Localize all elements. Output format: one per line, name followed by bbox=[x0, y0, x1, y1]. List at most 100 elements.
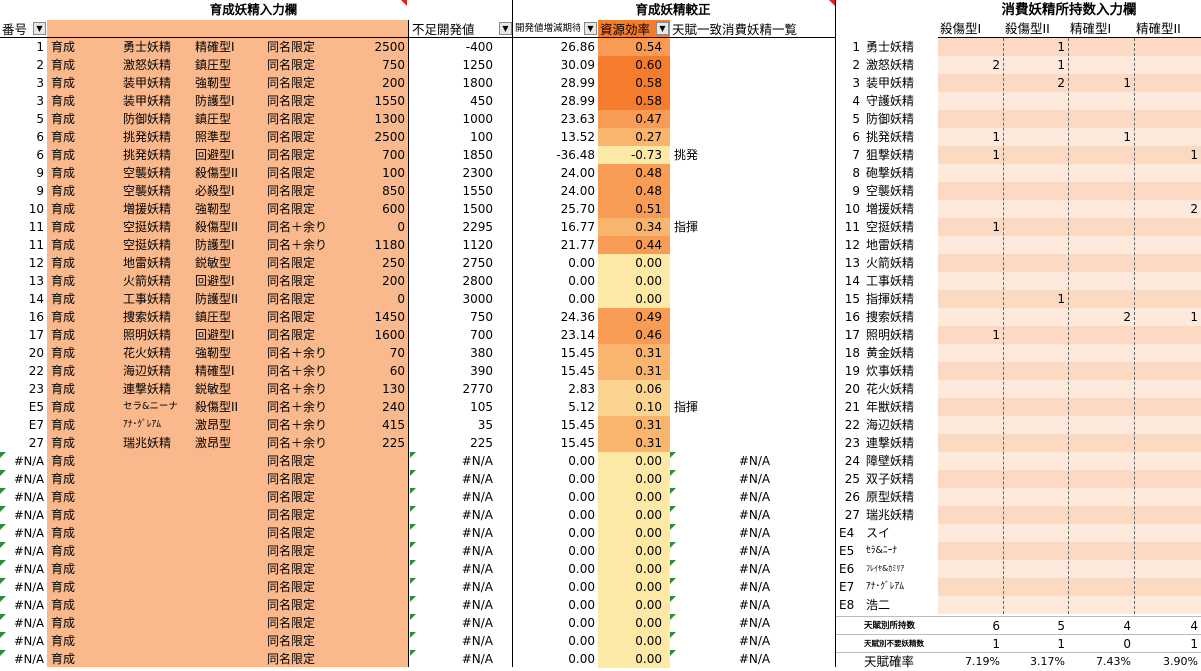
consume-count-cell[interactable] bbox=[1068, 506, 1134, 524]
name-cell[interactable]: 装甲妖精 bbox=[123, 76, 172, 90]
consume-count-cell[interactable] bbox=[1134, 596, 1201, 614]
consume-count-cell[interactable] bbox=[1134, 560, 1201, 578]
consume-count-cell[interactable] bbox=[1003, 452, 1068, 470]
target-cell[interactable]: 育成 bbox=[51, 616, 76, 630]
consume-count-cell[interactable] bbox=[938, 38, 1003, 56]
consume-cell[interactable]: 同名限定 bbox=[267, 58, 316, 72]
talent-cell[interactable]: 回避型I bbox=[195, 148, 235, 162]
consume-count-cell[interactable] bbox=[1068, 146, 1134, 164]
consume-count-cell[interactable] bbox=[1134, 398, 1201, 416]
dev-cell[interactable]: 100 bbox=[382, 166, 405, 180]
name-cell[interactable]: 火箭妖精 bbox=[123, 274, 172, 288]
consume-count-cell[interactable] bbox=[1134, 164, 1201, 182]
talent-cell[interactable]: 強靭型 bbox=[195, 76, 232, 90]
consume-count-cell[interactable] bbox=[1134, 74, 1201, 92]
dev-cell[interactable]: 1550 bbox=[374, 94, 405, 108]
consume-cell[interactable]: 同名限定 bbox=[267, 472, 316, 486]
name-cell[interactable]: セラ&ニーナ bbox=[123, 401, 178, 412]
consume-cell[interactable]: 同名限定 bbox=[267, 166, 316, 180]
dev-cell[interactable]: 200 bbox=[382, 274, 405, 288]
consume-count-cell[interactable] bbox=[1003, 236, 1068, 254]
consume-count-cell[interactable] bbox=[1134, 218, 1201, 236]
name-cell[interactable]: 空襲妖精 bbox=[123, 166, 172, 180]
name-cell[interactable]: 空挺妖精 bbox=[123, 238, 172, 252]
dev-cell[interactable] bbox=[337, 470, 408, 488]
target-cell[interactable]: 育成 bbox=[51, 490, 76, 504]
talent-cell[interactable] bbox=[193, 560, 263, 578]
dev-cell[interactable]: 225 bbox=[382, 436, 405, 450]
dev-cell[interactable]: 1600 bbox=[374, 328, 405, 342]
consume-count-cell[interactable] bbox=[938, 380, 1003, 398]
consume-count-cell[interactable] bbox=[1068, 164, 1134, 182]
consume-cell[interactable]: 同名限定 bbox=[267, 454, 316, 468]
talent-cell[interactable] bbox=[193, 578, 263, 596]
target-cell[interactable]: 育成 bbox=[51, 76, 76, 90]
consume-count-cell[interactable] bbox=[1068, 218, 1134, 236]
consume-cell[interactable]: 同名＋余り bbox=[267, 418, 328, 432]
consume-count-cell[interactable] bbox=[1134, 254, 1201, 272]
dev-cell[interactable] bbox=[337, 488, 408, 506]
consume-cell[interactable]: 同名限定 bbox=[267, 256, 316, 270]
consume-count-cell[interactable] bbox=[1068, 344, 1134, 362]
dev-cell[interactable] bbox=[337, 596, 408, 614]
consume-count-cell[interactable] bbox=[1134, 488, 1201, 506]
consume-count-cell[interactable] bbox=[938, 290, 1003, 308]
name-cell[interactable]: 照明妖精 bbox=[123, 328, 172, 342]
consume-count-cell[interactable]: 1 bbox=[938, 326, 1003, 344]
dev-cell[interactable]: 0 bbox=[397, 220, 405, 234]
target-cell[interactable]: 育成 bbox=[51, 526, 76, 540]
dev-cell[interactable]: 2500 bbox=[374, 130, 405, 144]
no-filter-dropdown-icon[interactable]: ▼ bbox=[33, 22, 46, 35]
target-cell[interactable]: 育成 bbox=[51, 256, 76, 270]
consume-count-cell[interactable] bbox=[1003, 218, 1068, 236]
dev-cell[interactable] bbox=[337, 632, 408, 650]
target-cell[interactable]: 育成 bbox=[51, 580, 76, 594]
consume-count-cell[interactable] bbox=[1068, 56, 1134, 74]
consume-count-cell[interactable] bbox=[938, 254, 1003, 272]
consume-count-cell[interactable]: 1 bbox=[1068, 128, 1134, 146]
talent-cell[interactable] bbox=[193, 650, 263, 668]
target-cell[interactable]: 育成 bbox=[51, 454, 76, 468]
consume-count-cell[interactable]: 2 bbox=[1068, 308, 1134, 326]
name-cell[interactable] bbox=[121, 650, 193, 668]
name-cell[interactable]: ｱﾅ･ｸﾞﾚｱﾑ bbox=[123, 419, 162, 430]
consume-cell[interactable]: 同名＋余り bbox=[267, 400, 328, 414]
consume-cell[interactable]: 同名＋余り bbox=[267, 346, 328, 360]
consume-count-cell[interactable] bbox=[938, 470, 1003, 488]
consume-count-cell[interactable]: 2 bbox=[938, 56, 1003, 74]
consume-count-cell[interactable]: 2 bbox=[1134, 200, 1201, 218]
name-cell[interactable] bbox=[121, 506, 193, 524]
consume-count-cell[interactable] bbox=[938, 182, 1003, 200]
talent-cell[interactable]: 防護型II bbox=[195, 292, 239, 306]
talent-cell[interactable]: 回避型I bbox=[195, 328, 235, 342]
consume-cell[interactable]: 同名限定 bbox=[267, 598, 316, 612]
consume-count-cell[interactable] bbox=[938, 200, 1003, 218]
talent-cell[interactable]: 殺傷型II bbox=[195, 220, 239, 234]
target-cell[interactable]: 育成 bbox=[51, 148, 76, 162]
target-cell[interactable]: 育成 bbox=[51, 382, 76, 396]
target-cell[interactable]: 育成 bbox=[51, 184, 76, 198]
talent-cell[interactable] bbox=[193, 542, 263, 560]
consume-count-cell[interactable] bbox=[1134, 92, 1201, 110]
consume-count-cell[interactable] bbox=[1068, 380, 1134, 398]
talent-cell[interactable]: 精確型I bbox=[195, 364, 235, 378]
consume-cell[interactable]: 同名限定 bbox=[267, 40, 316, 54]
talent-cell[interactable]: 強靭型 bbox=[195, 202, 232, 216]
consume-count-cell[interactable] bbox=[1068, 560, 1134, 578]
consume-count-cell[interactable] bbox=[938, 362, 1003, 380]
talent-cell[interactable]: 照準型 bbox=[195, 130, 232, 144]
consume-cell[interactable]: 同名＋余り bbox=[267, 382, 328, 396]
consume-cell[interactable]: 同名限定 bbox=[267, 562, 316, 576]
talent-cell[interactable]: 激昂型 bbox=[195, 436, 232, 450]
consume-count-cell[interactable] bbox=[938, 164, 1003, 182]
consume-count-cell[interactable] bbox=[1003, 470, 1068, 488]
name-cell[interactable]: 連撃妖精 bbox=[123, 382, 172, 396]
consume-count-cell[interactable] bbox=[1134, 290, 1201, 308]
name-cell[interactable]: 挑発妖精 bbox=[123, 148, 172, 162]
consume-count-cell[interactable] bbox=[1068, 362, 1134, 380]
consume-count-cell[interactable] bbox=[1068, 578, 1134, 596]
name-cell[interactable] bbox=[121, 452, 193, 470]
dev-cell[interactable]: 2500 bbox=[374, 40, 405, 54]
consume-count-cell[interactable] bbox=[1068, 524, 1134, 542]
name-cell[interactable]: 増援妖精 bbox=[123, 202, 172, 216]
